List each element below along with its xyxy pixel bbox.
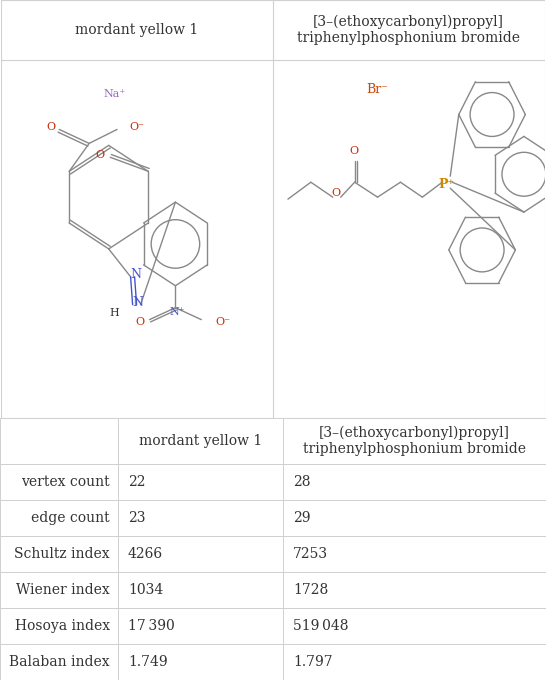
Text: 519 048: 519 048	[293, 619, 348, 633]
Text: 1728: 1728	[293, 583, 328, 597]
Text: 4266: 4266	[128, 547, 163, 561]
Text: O: O	[47, 122, 56, 133]
Text: 1.749: 1.749	[128, 655, 168, 669]
Text: edge count: edge count	[31, 511, 110, 525]
Text: mordant yellow 1: mordant yellow 1	[139, 434, 262, 448]
Text: O⁻: O⁻	[129, 122, 144, 133]
Text: Schultz index: Schultz index	[14, 547, 110, 561]
Text: N⁺: N⁺	[170, 307, 185, 317]
Text: N: N	[132, 296, 143, 309]
Text: Na⁺: Na⁺	[103, 88, 125, 99]
Text: 22: 22	[128, 475, 145, 488]
Text: 1034: 1034	[128, 583, 163, 597]
Text: 1.797: 1.797	[293, 655, 333, 669]
Text: O: O	[135, 317, 144, 326]
Text: H: H	[110, 307, 120, 318]
Text: 28: 28	[293, 475, 311, 488]
Text: N: N	[130, 269, 141, 282]
Text: Hosoya index: Hosoya index	[15, 619, 110, 633]
Text: mordant yellow 1: mordant yellow 1	[75, 23, 198, 37]
Text: 29: 29	[293, 511, 311, 525]
Text: 17 390: 17 390	[128, 619, 175, 633]
Text: 7253: 7253	[293, 547, 328, 561]
Text: O: O	[96, 150, 105, 160]
Text: 23: 23	[128, 511, 145, 525]
Text: Balaban index: Balaban index	[9, 655, 110, 669]
Text: [3–(ethoxycarbonyl)propyl]
triphenylphosphonium bromide: [3–(ethoxycarbonyl)propyl] triphenylphos…	[303, 426, 526, 456]
Text: [3–(ethoxycarbonyl)propyl]
triphenylphosphonium bromide: [3–(ethoxycarbonyl)propyl] triphenylphos…	[297, 14, 520, 45]
Text: O⁻: O⁻	[215, 317, 230, 326]
Text: vertex count: vertex count	[21, 475, 110, 488]
Text: Wiener index: Wiener index	[16, 583, 110, 597]
Text: O: O	[349, 146, 358, 156]
Text: O: O	[331, 188, 340, 198]
Text: P⁺: P⁺	[438, 177, 454, 190]
Text: Br⁻: Br⁻	[366, 83, 389, 96]
